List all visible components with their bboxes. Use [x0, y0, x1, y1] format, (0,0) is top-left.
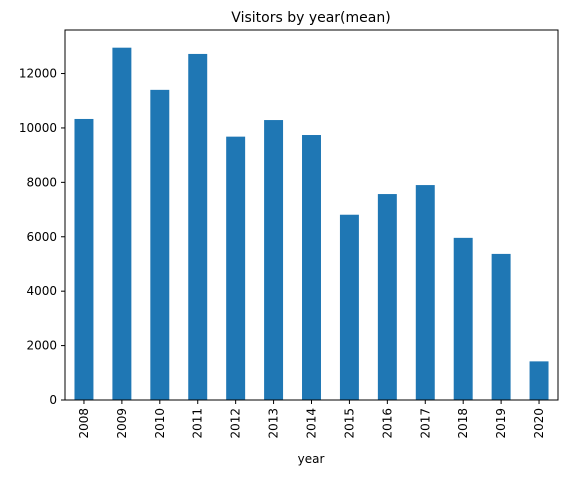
bar-2013: [264, 120, 284, 401]
x-tick-label-2015: 2015: [342, 408, 356, 439]
y-tick-label-4000: 4000: [26, 284, 57, 298]
bar-2014: [302, 135, 321, 400]
bar-2008: [74, 118, 94, 401]
x-tick-label-2017: 2017: [418, 408, 432, 439]
bar-2011: [188, 53, 208, 401]
bar-2020: [529, 361, 549, 400]
x-axis-label: year: [298, 452, 325, 466]
y-axis: 0 2000 4000 6000 8000 10000 12000: [19, 67, 65, 407]
bar-2012: [226, 136, 246, 400]
bar-2009: [112, 47, 132, 400]
x-tick-label-2010: 2010: [153, 408, 167, 439]
bar-2019: [491, 253, 511, 400]
bar-2010: [150, 89, 170, 401]
y-tick-label-8000: 8000: [26, 175, 57, 189]
bar-2018: [453, 237, 473, 400]
y-tick-label-2000: 2000: [26, 339, 57, 353]
bar-2016: [377, 194, 397, 400]
x-tick-label-2014: 2014: [305, 408, 319, 439]
chart-title: Visitors by year(mean): [231, 10, 390, 26]
x-tick-label-2008: 2008: [77, 408, 91, 439]
x-tick-label-2016: 2016: [380, 408, 394, 439]
x-tick-label-2020: 2020: [532, 408, 546, 439]
x-tick-label-2012: 2012: [229, 408, 243, 439]
bars-group: [74, 47, 549, 401]
x-axis: 2008 2009 2010 2011 2012 2013 2014 2015 2016 2017…: [77, 400, 546, 439]
y-tick-label-0: 0: [49, 393, 57, 407]
y-tick-label-6000: 6000: [26, 230, 57, 244]
y-tick-label-10000: 10000: [19, 121, 57, 135]
x-tick-label-2009: 2009: [115, 408, 129, 439]
x-tick-label-2011: 2011: [191, 408, 205, 439]
bar-2015: [339, 214, 359, 400]
x-tick-label-2018: 2018: [456, 408, 470, 439]
x-tick-label-2013: 2013: [267, 408, 281, 439]
y-tick-label-12000: 12000: [19, 67, 57, 81]
x-tick-label-2019: 2019: [494, 408, 508, 439]
bar-2017: [415, 185, 435, 400]
plot-frame: [64, 29, 559, 401]
